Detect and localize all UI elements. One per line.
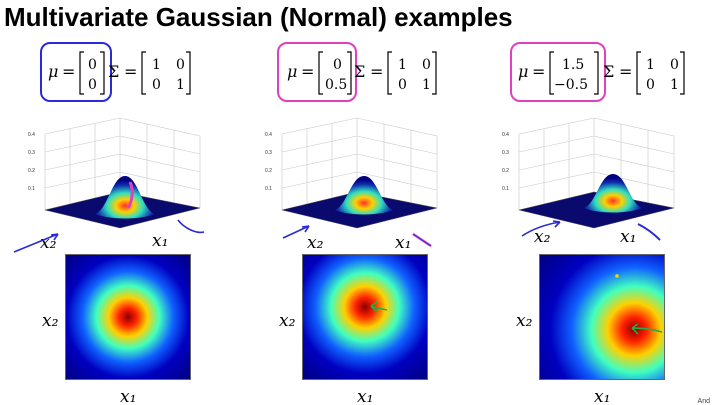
equals-sign: = — [124, 62, 137, 81]
mu-annotation-circle — [510, 42, 606, 102]
svg-text:0.4: 0.4 — [502, 132, 509, 138]
sigma-symbol: Σ — [108, 62, 119, 81]
x1-axis-label: x₁ — [152, 231, 168, 251]
svg-text:x₂: x₂ — [42, 311, 59, 331]
mu-annotation-circle — [40, 42, 112, 102]
svg-text:=: = — [301, 62, 314, 81]
heatmap-plot-1 — [65, 254, 191, 380]
heatmap-plot-2 — [302, 254, 428, 380]
svg-text:1: 1 — [422, 77, 431, 93]
arrow-annotation — [177, 219, 205, 234]
mu-value-2: −0.5 — [554, 77, 588, 93]
example-panel-2: μ = 0 0.5 Σ = 1 0 0 1 — [237, 38, 474, 405]
svg-text:0.2: 0.2 — [502, 168, 509, 174]
svg-text:x₁: x₁ — [620, 227, 636, 247]
bracket-right — [100, 51, 105, 95]
svg-text:x₁: x₁ — [357, 387, 373, 405]
arrow-annotation — [637, 223, 661, 241]
svg-text:1: 1 — [670, 77, 679, 93]
arrow-annotation — [521, 221, 561, 237]
example-panel-3: μ = 1.5 −0.5 Σ = 1 0 0 1 — [474, 38, 711, 405]
x2-axis-label: x₂ — [40, 233, 57, 253]
bracket-left — [79, 51, 84, 95]
gaussian-bump — [335, 176, 393, 215]
arrow-annotation — [631, 323, 663, 335]
svg-text:0.1: 0.1 — [28, 186, 35, 192]
page-title: Multivariate Gaussian (Normal) examples — [4, 2, 513, 32]
mu-value-1: 0 — [88, 57, 97, 73]
svg-text:0.2: 0.2 — [265, 168, 272, 174]
mu-value-1: 0 — [333, 57, 342, 73]
svg-text:0: 0 — [422, 57, 431, 73]
svg-text:μ: μ — [518, 62, 528, 81]
svg-text:x₁: x₁ — [594, 387, 610, 405]
sigma-21: 0 — [152, 77, 161, 93]
sigma-12: 0 — [176, 57, 185, 73]
equation-2: μ = 0 0.5 Σ = 1 0 0 1 — [287, 51, 437, 95]
surface-plot-2: 0.4 0.3 0.2 0.1 x₂ x₁ — [265, 117, 438, 253]
svg-text:Σ: Σ — [603, 62, 614, 81]
mu-symbol: μ — [48, 62, 58, 81]
heatmap-labels-1: x₂ x₁ — [42, 311, 136, 405]
svg-text:0: 0 — [646, 77, 655, 93]
corner-text: And — [697, 398, 710, 405]
svg-text:x₁: x₁ — [120, 387, 136, 405]
svg-text:1: 1 — [646, 57, 655, 73]
svg-text:0.4: 0.4 — [265, 132, 272, 138]
gaussian-bump — [95, 176, 155, 219]
sigma-11: 1 — [152, 57, 161, 73]
mu-value-1: 1.5 — [562, 57, 584, 73]
svg-text:x₂: x₂ — [534, 227, 551, 247]
svg-text:0: 0 — [670, 57, 679, 73]
heatmap-labels-2: x₂ x₁ — [279, 301, 388, 405]
svg-text:0: 0 — [398, 77, 407, 93]
heatmap-labels-3: x₂ x₁ — [516, 274, 663, 405]
arrow-annotation — [13, 233, 59, 253]
pen-annotation — [126, 181, 134, 209]
svg-text:1: 1 — [398, 57, 407, 73]
svg-text:μ: μ — [287, 62, 297, 81]
mu-annotation-circle — [277, 42, 357, 102]
arrow-annotation — [370, 301, 388, 313]
svg-text:0.2: 0.2 — [28, 168, 35, 174]
sigma-22: 1 — [176, 77, 185, 93]
gaussian-bump — [584, 174, 642, 213]
svg-text:0.4: 0.4 — [28, 132, 35, 138]
svg-text:x₁: x₁ — [395, 233, 411, 253]
svg-text:=: = — [370, 62, 383, 81]
heatmap-plot-3 — [539, 254, 665, 380]
svg-text:0.3: 0.3 — [28, 150, 35, 156]
svg-text:0.1: 0.1 — [265, 186, 272, 192]
svg-text:Σ: Σ — [354, 62, 365, 81]
svg-text:0.1: 0.1 — [502, 186, 509, 192]
mu-value-2: 0 — [88, 77, 97, 93]
equation-3: μ = 1.5 −0.5 Σ = 1 0 0 1 — [518, 51, 685, 95]
svg-text:0.3: 0.3 — [502, 150, 509, 156]
surface-plot-1: 0.4 0.3 0.2 0.1 x₂ x₁ — [13, 117, 205, 253]
svg-text:=: = — [532, 62, 545, 81]
arrow-annotation — [282, 225, 310, 239]
svg-text:x₂: x₂ — [279, 311, 296, 331]
equation-1: μ = 0 0 Σ = 1 0 0 1 — [48, 51, 191, 95]
svg-text:=: = — [619, 62, 632, 81]
svg-text:0.3: 0.3 — [265, 150, 272, 156]
equals-sign: = — [62, 62, 75, 81]
svg-text:x₂: x₂ — [516, 311, 533, 331]
dot-annotation — [615, 274, 619, 278]
mu-value-2: 0.5 — [325, 77, 347, 93]
surface-plot-3: 0.4 0.3 0.2 0.1 x₂ x₁ — [502, 117, 675, 247]
svg-text:x₂: x₂ — [307, 233, 324, 253]
example-panel-1: μ = 0 0 Σ = 1 0 0 1 — [0, 38, 237, 405]
